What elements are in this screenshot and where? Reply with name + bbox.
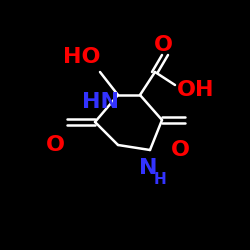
Text: O: O: [154, 35, 172, 55]
Text: O: O: [170, 140, 190, 160]
Text: H: H: [154, 172, 166, 188]
Text: OH: OH: [177, 80, 215, 100]
Text: HN: HN: [82, 92, 118, 112]
Text: N: N: [139, 158, 157, 178]
Text: HO: HO: [63, 47, 101, 67]
Text: O: O: [46, 135, 64, 155]
